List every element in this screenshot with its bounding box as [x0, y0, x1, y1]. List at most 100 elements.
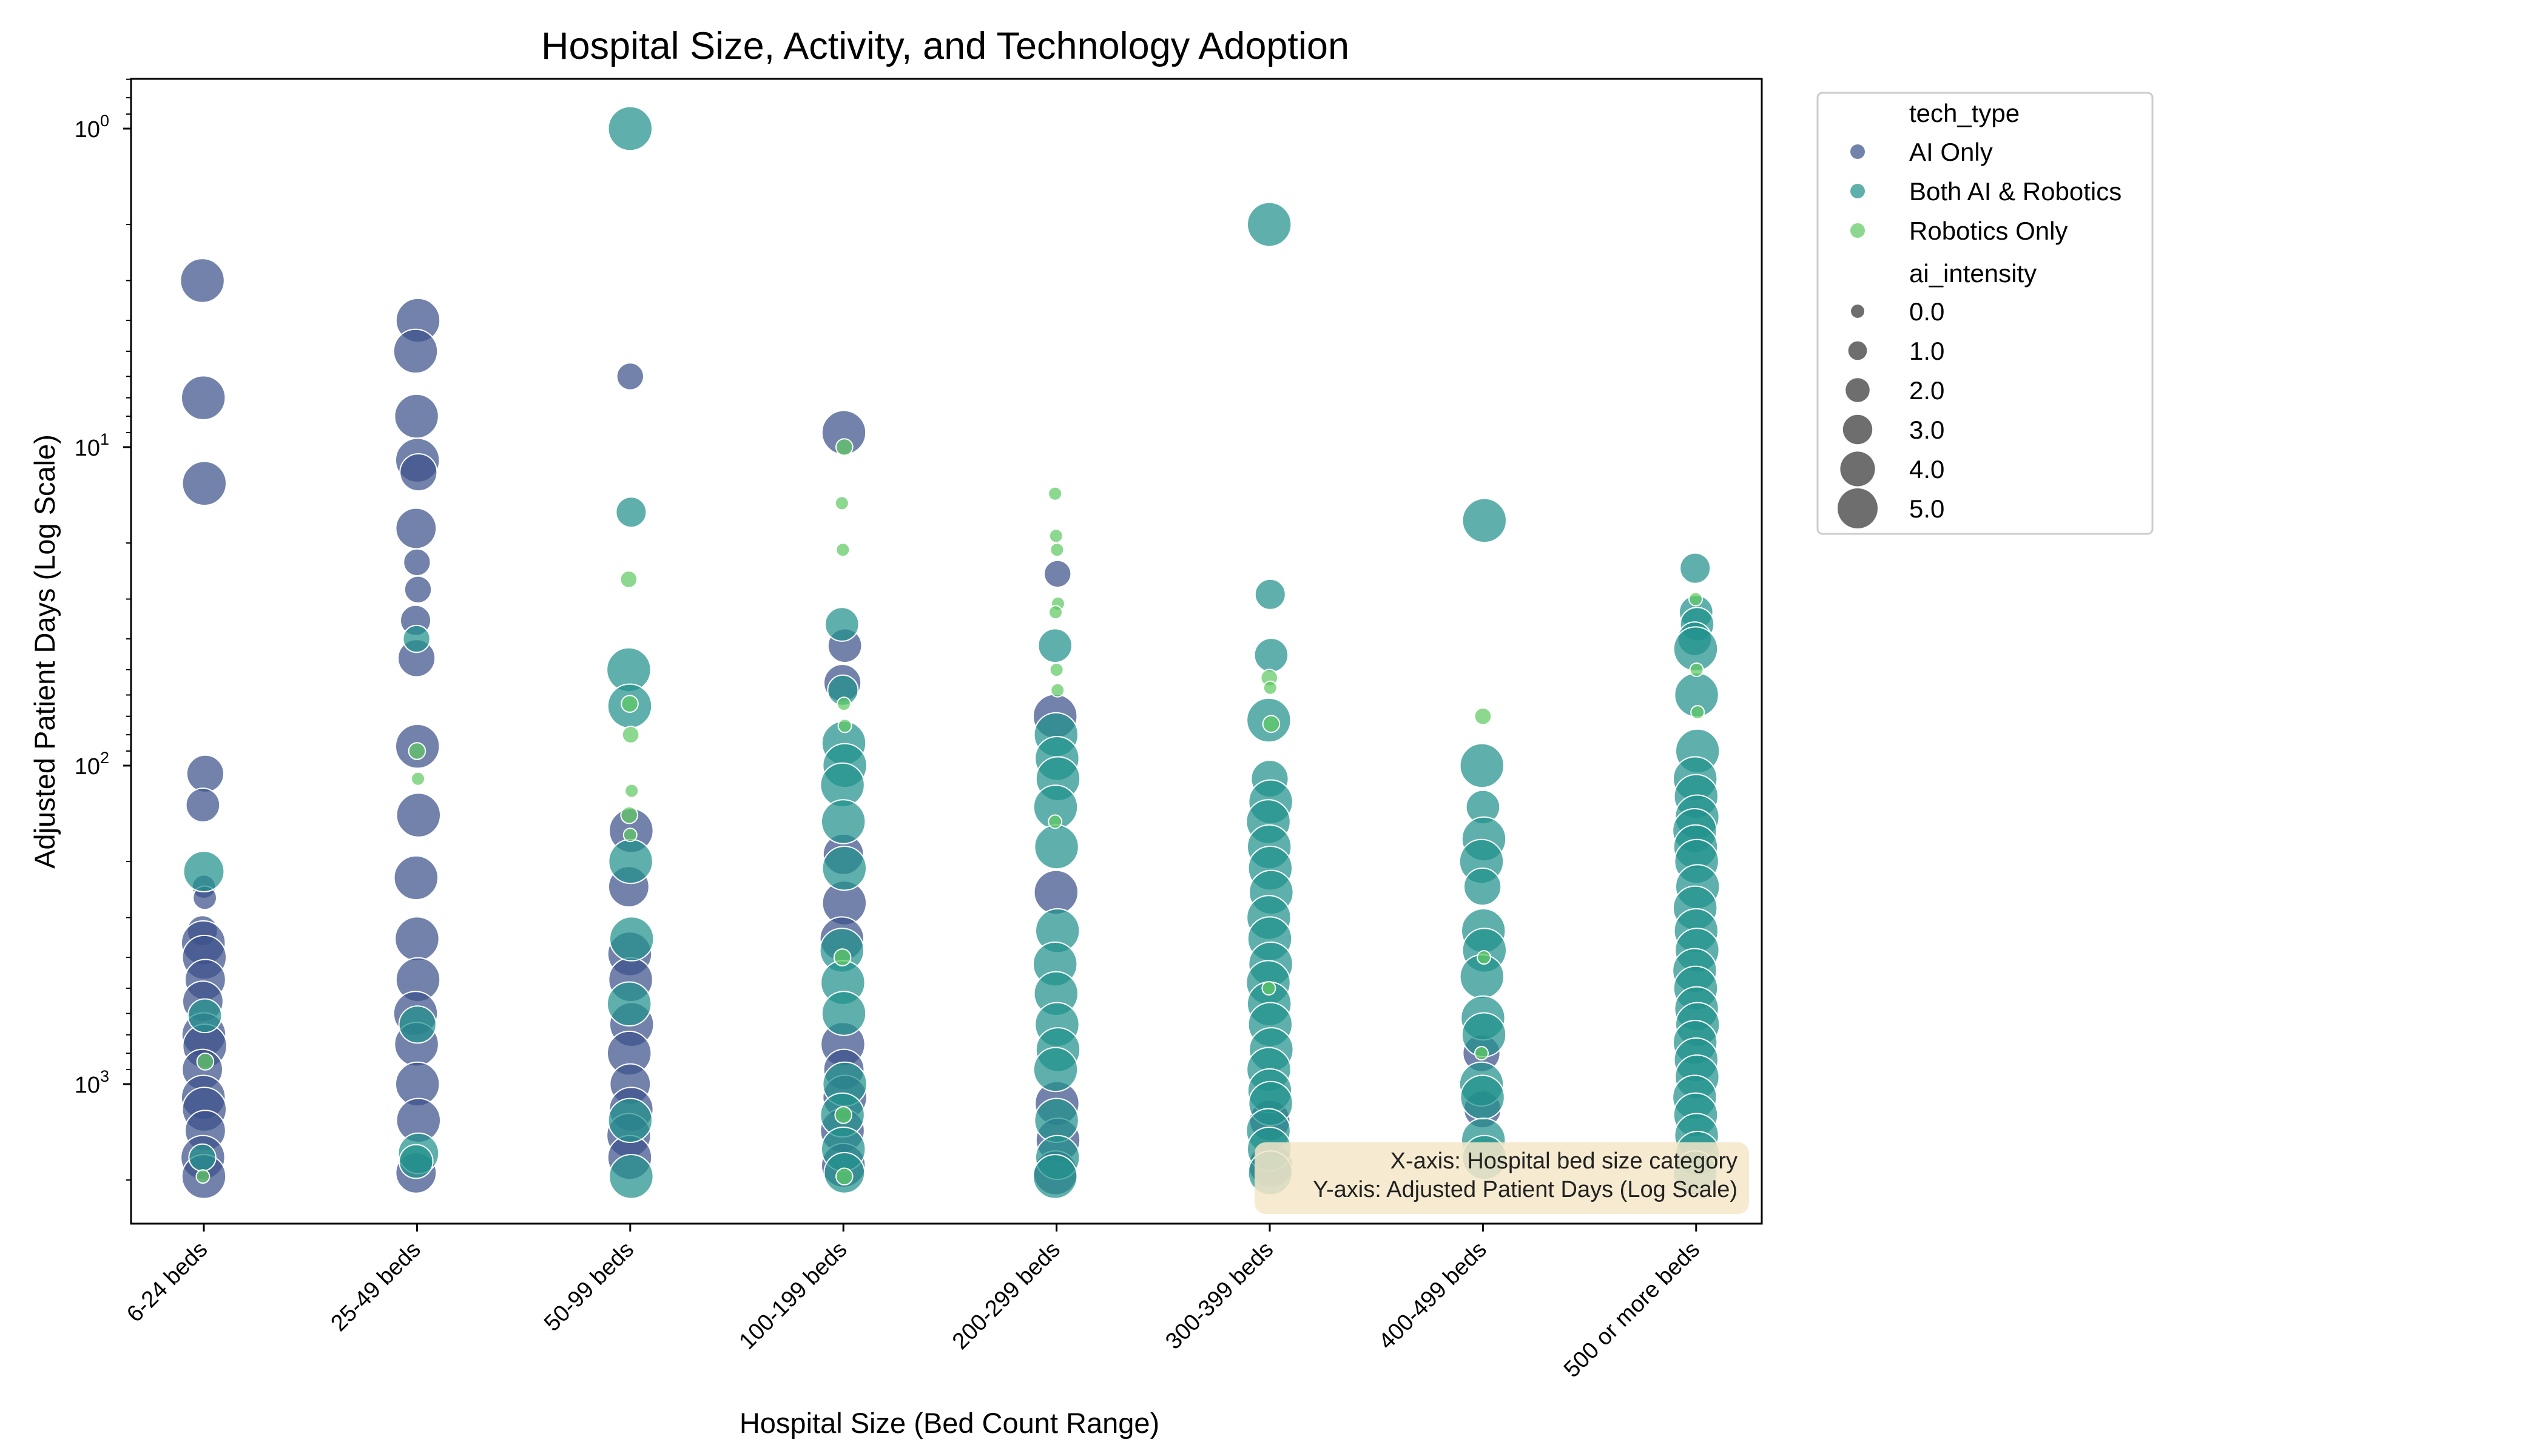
legend-size-marker [1842, 414, 1873, 445]
data-point [607, 1097, 653, 1144]
data-point [1037, 628, 1073, 663]
y-tick-label: 101 [75, 430, 109, 461]
data-point [835, 542, 851, 558]
data-point [622, 827, 638, 843]
data-point [616, 362, 645, 391]
legend-marker [1850, 223, 1865, 238]
legend-marker [1850, 144, 1865, 159]
legend-size-marker [1851, 305, 1864, 318]
legend-frame [1816, 92, 2154, 535]
data-point [821, 991, 867, 1036]
legend-size-title: ai_intensity [1909, 259, 2037, 288]
data-point [607, 106, 653, 152]
data-point [1477, 950, 1491, 965]
data-point [188, 1143, 217, 1172]
data-point [403, 548, 431, 577]
chart-title: Hospital Size, Activity, and Technology … [541, 25, 1349, 67]
legend-size-marker [1840, 451, 1875, 487]
data-point [833, 948, 852, 966]
data-point [821, 799, 866, 844]
data-point [394, 393, 439, 439]
y-axis-ticks: 103 102 101 100 [75, 78, 131, 1181]
data-point [835, 438, 854, 456]
data-point [1048, 814, 1063, 829]
data-point [399, 453, 438, 492]
data-point [1048, 605, 1063, 620]
plot-background [131, 79, 1762, 1224]
legend-size-marker [1845, 378, 1870, 402]
legend-size-label: 1.0 [1909, 337, 1944, 365]
data-point [399, 1144, 434, 1179]
annotation-line-2: Y-axis: Adjusted Patient Days (Log Scale… [1313, 1177, 1737, 1202]
data-point [1689, 662, 1704, 677]
legend-hue-entries: AI Only Both AI & Robotics Robotics Only [1850, 138, 2122, 245]
legend-size-marker [1848, 341, 1867, 360]
y-axis-label: Adjusted Patient Days (Log Scale) [29, 434, 61, 869]
legend-label: AI Only [1909, 138, 1993, 166]
legend-size-label: 3.0 [1909, 416, 1944, 444]
data-point [196, 1053, 215, 1071]
data-point [393, 328, 439, 374]
legend-size-marker [1838, 488, 1878, 528]
legend-label: Both AI & Robotics [1909, 177, 2122, 206]
data-point [185, 787, 221, 823]
data-point [1034, 824, 1079, 870]
data-point [620, 806, 638, 824]
data-point [181, 375, 226, 420]
data-point [621, 695, 639, 713]
data-point [1461, 497, 1508, 544]
annotation-background [1255, 1142, 1749, 1214]
data-point [608, 1154, 654, 1199]
data-point [1262, 715, 1281, 733]
data-point [186, 754, 224, 793]
data-point [821, 846, 868, 891]
data-point [834, 1106, 852, 1124]
data-point [837, 696, 851, 712]
data-point [1033, 1046, 1079, 1093]
data-point [608, 838, 653, 885]
data-point [395, 507, 437, 550]
data-point [1050, 682, 1065, 698]
data-point [1049, 662, 1064, 677]
data-point [619, 570, 638, 588]
data-point [621, 726, 640, 744]
legend-hue-title: tech_type [1909, 99, 2020, 127]
data-point [402, 624, 431, 653]
data-point [1048, 528, 1063, 544]
plot-area: 6-24 beds 25-49 beds 50-99 beds 100-199 bed… [75, 78, 1763, 1383]
x-axis-label: Hospital Size (Bed Count Range) [740, 1407, 1159, 1439]
data-point [403, 575, 433, 604]
y-tick-label: 100 [75, 112, 109, 143]
data-point [1050, 542, 1065, 558]
data-point [183, 851, 225, 892]
data-point [1679, 552, 1711, 584]
data-point [1459, 743, 1505, 789]
data-point [1688, 592, 1703, 607]
data-point [1460, 1074, 1505, 1120]
legend-size-entries: 0.0 1.0 2.0 3.0 4.0 5.0 [1838, 297, 1944, 528]
data-point [606, 981, 652, 1027]
legend-size-label: 4.0 [1909, 455, 1944, 484]
data-point [1690, 705, 1705, 720]
axes-frame [130, 78, 1763, 1225]
data-point [180, 258, 225, 303]
data-point [1463, 868, 1502, 906]
data-point [411, 771, 425, 786]
annotation-line-1: X-axis: Hospital bed size category [1390, 1148, 1737, 1174]
data-point [398, 1005, 437, 1044]
data-point [608, 916, 655, 962]
data-point [624, 783, 639, 798]
data-point [181, 460, 227, 506]
data-point [837, 718, 852, 733]
legend-size-label: 5.0 [1909, 494, 1944, 523]
data-point [394, 916, 440, 962]
data-point [1033, 1154, 1078, 1199]
data-point [1254, 578, 1286, 610]
data-point [824, 607, 860, 642]
data-point [1474, 707, 1492, 726]
annotation-box: X-axis: Hospital bed size category Y-axi… [1255, 1142, 1749, 1214]
data-point [408, 742, 426, 760]
legend-size-label: 2.0 [1909, 376, 1944, 405]
data-point [834, 496, 849, 511]
